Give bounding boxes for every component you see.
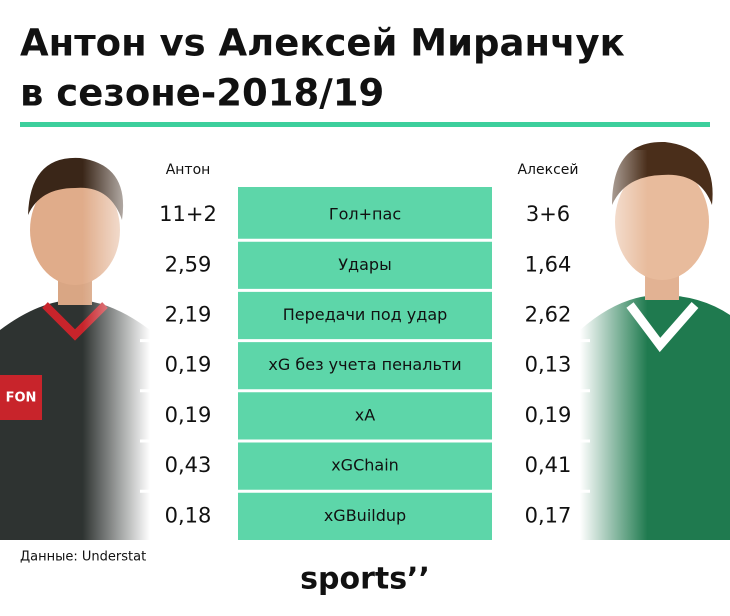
right-value: 0,19 (525, 403, 572, 427)
left-value: 2,59 (165, 252, 212, 276)
metric-label: xGBuildup (324, 506, 406, 525)
title-rule (20, 122, 710, 127)
title-line-2: в сезоне-2018/19 (20, 72, 384, 115)
left-value: 2,19 (165, 303, 212, 327)
metric-label: xA (355, 405, 375, 424)
source-note: Данные: Understat (20, 550, 146, 565)
table-rows: 11+2 Гол+пас 3+6 2,59 Удары 1,64 2,19 Передачи … (140, 202, 590, 527)
right-value: 2,62 (525, 303, 572, 327)
metric-label: xG без учета пенальти (268, 355, 461, 374)
right-value: 3+6 (526, 202, 570, 226)
metric-label: Передачи под удар (283, 305, 448, 324)
right-header: Алексей (517, 162, 578, 178)
left-value: 0,43 (165, 453, 212, 477)
right-value: 1,64 (525, 252, 572, 276)
left-value: 0,19 (165, 353, 212, 377)
left-header: Антон (166, 162, 211, 178)
left-value: 0,19 (165, 403, 212, 427)
right-value: 0,41 (525, 453, 572, 477)
title-line-1: Антон vs Алексей Миранчук (20, 22, 625, 65)
right-value: 0,17 (525, 503, 572, 527)
left-value: 11+2 (159, 202, 217, 226)
logo: sports’’ (300, 562, 430, 597)
metric-label: xGChain (331, 456, 399, 475)
right-value: 0,13 (525, 353, 572, 377)
right-player-photo (580, 141, 730, 545)
label-column (238, 187, 492, 540)
left-player-photo: FON (0, 150, 150, 545)
left-value: 0,18 (165, 503, 212, 527)
metric-label: Удары (338, 255, 391, 274)
metric-label: Гол+пас (329, 205, 401, 224)
